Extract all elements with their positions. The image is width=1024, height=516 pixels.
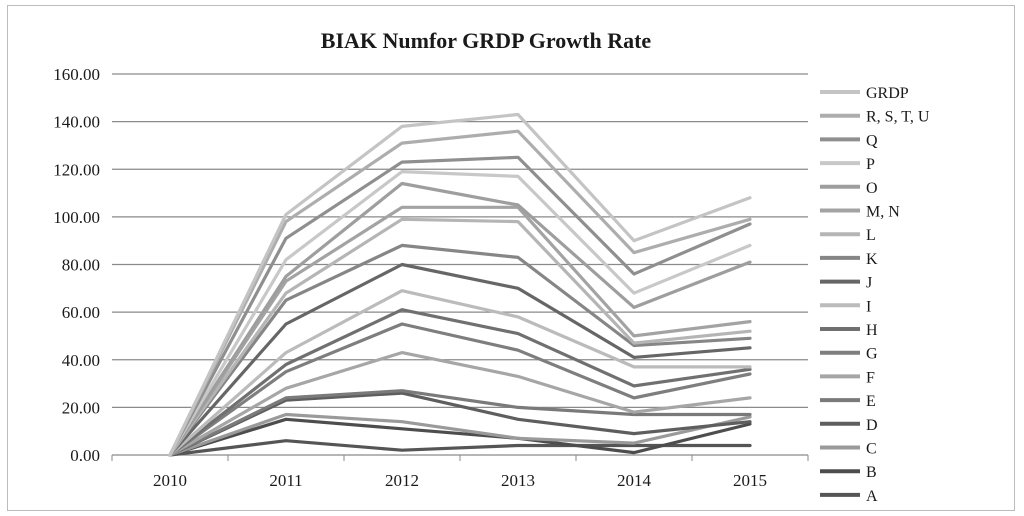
legend-label: I [866, 298, 871, 315]
legend-label: M, N [866, 204, 900, 221]
series-line-o [168, 181, 752, 457]
series-line-p [168, 170, 752, 457]
x-tick-label: 2013 [501, 471, 535, 490]
x-tick-label: 2012 [385, 471, 419, 490]
series-line-i [168, 289, 752, 457]
legend-label: O [866, 180, 878, 197]
y-tick-label: 60.00 [62, 303, 100, 322]
series-line-c [168, 412, 752, 457]
legend-label: P [866, 156, 875, 173]
series-line-a [168, 439, 752, 457]
legend-label: H [866, 322, 878, 339]
axes: 0.00 20.00 40.00 60.00 80.00 100.00 120.00 140.… [53, 65, 809, 490]
series-line-r-s-t-u [168, 129, 752, 457]
legend-label: A [866, 488, 878, 505]
series-line-b [168, 417, 752, 457]
legend-label: C [866, 441, 877, 458]
series-line-q [168, 155, 752, 457]
series-line-k [168, 243, 752, 457]
y-tick-label: 80.00 [62, 256, 100, 275]
series-line-h [168, 308, 752, 457]
y-tick-label: 100.00 [53, 208, 100, 227]
series-line-grdp [168, 112, 752, 457]
y-tick-label: 40.00 [62, 351, 100, 370]
legend-label: B [866, 464, 877, 481]
series-line-j [168, 262, 752, 457]
y-tick-label: 0.00 [70, 446, 100, 465]
legend-label: Q [866, 132, 878, 149]
legend-label: D [866, 417, 878, 434]
line-chart: BIAK Numfor GRDP Growth Rate 0.00 20.00 40… [53, 28, 930, 505]
x-tick-label: 2011 [269, 471, 302, 490]
chart-title: BIAK Numfor GRDP Growth Rate [321, 28, 652, 53]
y-tick-label: 20.00 [62, 398, 100, 417]
series-lines [168, 112, 752, 457]
series-line-d [168, 391, 752, 457]
legend-label: K [866, 251, 878, 268]
legend-label: J [866, 275, 872, 292]
legend-label: R, S, T, U [866, 109, 930, 126]
legend-label: G [866, 346, 878, 363]
series-line-f [168, 351, 752, 457]
x-tick-label: 2014 [617, 471, 652, 490]
legend-label: L [866, 227, 876, 244]
series-line-m-n [168, 205, 752, 457]
y-tick-label: 120.00 [53, 160, 100, 179]
series-line-g [168, 322, 752, 457]
x-tick-label: 2010 [153, 471, 187, 490]
chart-frame: BIAK Numfor GRDP Growth Rate 0.00 20.00 40… [7, 5, 1015, 511]
series-line-l [168, 217, 752, 457]
y-tick-label: 160.00 [53, 65, 100, 84]
x-tick-label: 2015 [733, 471, 767, 490]
legend-label: GRDP [866, 85, 909, 102]
series-line-e [168, 389, 752, 457]
legend-label: E [866, 393, 876, 410]
legend-label: F [866, 369, 875, 386]
y-tick-label: 140.00 [53, 113, 100, 132]
